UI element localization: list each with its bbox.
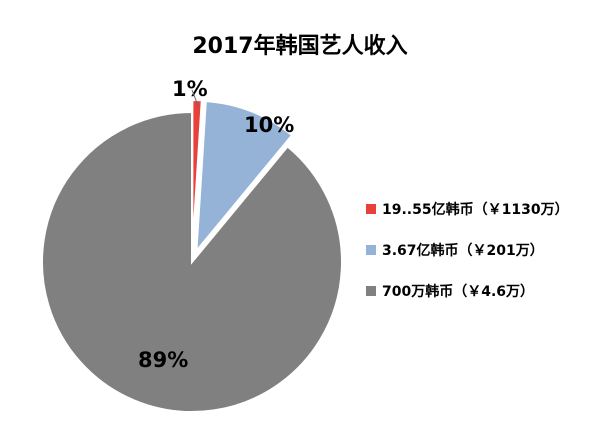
pie-slice-1 <box>191 99 203 251</box>
chart-title: 2017年韩国艺人收入 <box>192 33 407 59</box>
pie-slices <box>41 99 343 413</box>
data-label-1: 1% <box>172 77 208 101</box>
pie-slice-3 <box>41 110 343 413</box>
pie-data-labels: 1% 10% 89% <box>138 77 294 372</box>
data-label-3: 89% <box>138 348 188 372</box>
data-label-2: 10% <box>244 113 294 137</box>
legend-label-2: 3.67亿韩币（￥201万） <box>382 242 544 259</box>
legend-label-1: 19..55亿韩币（￥1130万） <box>382 201 569 218</box>
legend-swatch-1 <box>366 204 376 214</box>
leader-line <box>191 89 200 109</box>
legend-swatch-2 <box>366 245 376 255</box>
legend-label-3: 700万韩币（￥4.6万） <box>382 283 534 300</box>
legend: 19..55亿韩币（￥1130万） 3.67亿韩币（￥201万） 700万韩币（￥4… <box>366 201 569 300</box>
pie-slice-2 <box>195 100 294 254</box>
legend-swatch-3 <box>366 286 376 296</box>
